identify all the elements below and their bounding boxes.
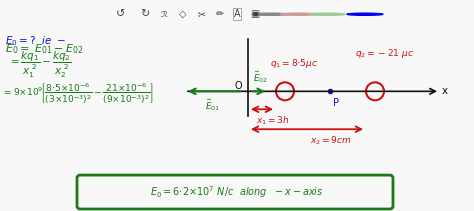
Text: ▣: ▣ xyxy=(250,9,260,19)
Text: ℛ: ℛ xyxy=(160,10,167,19)
Text: ✂: ✂ xyxy=(197,9,206,19)
Circle shape xyxy=(309,13,345,15)
Text: A: A xyxy=(234,9,240,19)
FancyBboxPatch shape xyxy=(77,175,393,209)
Text: ↻: ↻ xyxy=(140,9,149,19)
Text: $\mathit{E_0=?\ \ ie\ -}$: $\mathit{E_0=?\ \ ie\ -}$ xyxy=(5,34,66,48)
Text: $= \dfrac{kq_1}{x_1^{\ 2}} - \dfrac{kq_2}{x_2^{\ 2}}$: $= \dfrac{kq_1}{x_1^{\ 2}} - \dfrac{kq_2… xyxy=(8,50,72,80)
Circle shape xyxy=(281,13,317,15)
Text: O: O xyxy=(234,81,242,91)
Text: $x_2 = 9cm$: $x_2 = 9cm$ xyxy=(310,135,352,147)
Text: $E_0 = \ E_{01} - E_{02}$: $E_0 = \ E_{01} - E_{02}$ xyxy=(5,43,83,56)
Text: $x_1 = 3h$: $x_1 = 3h$ xyxy=(256,115,290,127)
Circle shape xyxy=(347,13,383,15)
Text: $\vec{E}_{01}$: $\vec{E}_{01}$ xyxy=(205,97,220,113)
Text: P: P xyxy=(333,98,339,108)
Circle shape xyxy=(252,13,288,15)
Text: $\vec{E}_{02}$: $\vec{E}_{02}$ xyxy=(253,70,268,85)
Text: x: x xyxy=(442,86,448,96)
Text: ✏: ✏ xyxy=(215,9,224,19)
Text: $q_1= 8{\cdot}5\mu c$: $q_1= 8{\cdot}5\mu c$ xyxy=(270,57,318,70)
Text: ↺: ↺ xyxy=(116,9,126,19)
Text: $E_0 = 6{\cdot}2{\times}10^7\ N/c\ \ along\ \ -x-axis$: $E_0 = 6{\cdot}2{\times}10^7\ N/c\ \ alo… xyxy=(150,184,324,200)
Circle shape xyxy=(366,82,384,100)
Circle shape xyxy=(276,82,294,100)
Text: $= 9{\times}10^9\!\left[\dfrac{8{\cdot}5{\times}10^{-6}}{(3{\times}10^{-3})^2} -: $= 9{\times}10^9\!\left[\dfrac{8{\cdot}5… xyxy=(2,81,154,106)
Text: $q_2 = -21\ \mu c$: $q_2 = -21\ \mu c$ xyxy=(355,47,414,60)
Text: ◇: ◇ xyxy=(179,9,186,19)
